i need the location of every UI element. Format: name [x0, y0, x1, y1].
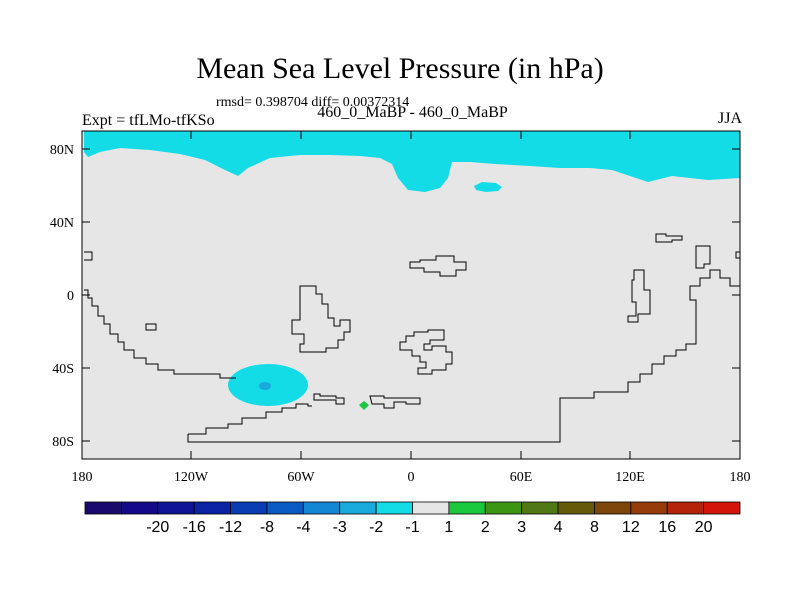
colorbar-swatch: [484, 501, 523, 515]
colorbar-swatch: [120, 501, 159, 515]
lat-tick-label: 0: [67, 289, 74, 304]
colorbar-label: 20: [695, 519, 713, 536]
colorbar-swatch: [84, 501, 122, 515]
colorbar-labels: -20 -16 -12 -8 -4 -3 -2 -1 1 2 3 4 8 12 16 20: [146, 519, 712, 536]
colorbar-label: -20: [146, 519, 169, 536]
lon-tick-label: 120E: [615, 470, 645, 485]
colorbar-label: -3: [333, 519, 347, 536]
colorbar-label: -8: [260, 519, 274, 536]
colorbar-label: 4: [554, 519, 563, 536]
colorbar-swatch: [666, 501, 705, 515]
colorbar: [84, 501, 741, 515]
lat-tick-label: 40N: [50, 216, 74, 231]
colorbar-swatch: [412, 501, 450, 515]
lat-tick-label: 40S: [52, 362, 74, 377]
southern-anomaly-extension: [229, 378, 250, 398]
colorbar-label: 12: [622, 519, 640, 536]
colorbar-swatch: [521, 501, 559, 515]
colorbar-label: -16: [183, 519, 206, 536]
colorbar-label: 8: [590, 519, 599, 536]
positive-anomaly-patch: [359, 401, 369, 410]
colorbar-swatch: [594, 501, 632, 515]
lon-tick-label: 180: [730, 470, 751, 485]
southern-anomaly-core: [259, 382, 271, 390]
lon-tick-label: 60W: [287, 470, 315, 485]
colorbar-swatch: [375, 501, 413, 515]
chart-title: Mean Sea Level Pressure (in hPa): [196, 52, 604, 85]
colorbar-label: 1: [444, 519, 453, 536]
experiment-label: Expt = tfLMo-tfKSo: [82, 112, 215, 129]
small-anomaly-patch: [474, 182, 502, 192]
colorbar-label: 3: [517, 519, 526, 536]
season-label: JJA: [717, 110, 742, 127]
colorbar-swatch: [630, 501, 668, 515]
lon-tick-label: 180: [72, 470, 93, 485]
colorbar-label: -1: [405, 519, 419, 536]
colorbar-label: -2: [369, 519, 383, 536]
longitude-ticks: [81, 131, 741, 459]
northern-anomaly-region: [84, 131, 740, 192]
continent-outlines: [84, 233, 741, 443]
lat-tick-label: 80S: [52, 435, 74, 450]
colorbar-swatch: [448, 501, 486, 515]
colorbar-swatch: [302, 501, 341, 515]
colorbar-label: 2: [481, 519, 490, 536]
comparison-label: 460_0_MaBP - 460_0_MaBP: [317, 104, 508, 121]
colorbar-swatch: [157, 501, 195, 515]
colorbar-swatch: [230, 501, 268, 515]
colorbar-swatch: [266, 501, 304, 515]
colorbar-swatch: [557, 501, 595, 515]
lat-tick-label: 80N: [50, 143, 74, 158]
latitude-ticks: [82, 148, 740, 442]
colorbar-label: -12: [219, 519, 242, 536]
lon-tick-label: 0: [408, 470, 415, 485]
colorbar-label: -4: [296, 519, 310, 536]
lon-tick-label: 120W: [174, 470, 209, 485]
statistics-text: rmsd= 0.398704 diff= 0.00372314: [216, 95, 410, 110]
colorbar-swatch: [339, 501, 377, 515]
colorbar-swatch: [193, 501, 231, 515]
colorbar-swatch: [703, 501, 741, 515]
colorbar-label: 16: [658, 519, 676, 536]
lon-tick-label: 60E: [510, 470, 533, 485]
